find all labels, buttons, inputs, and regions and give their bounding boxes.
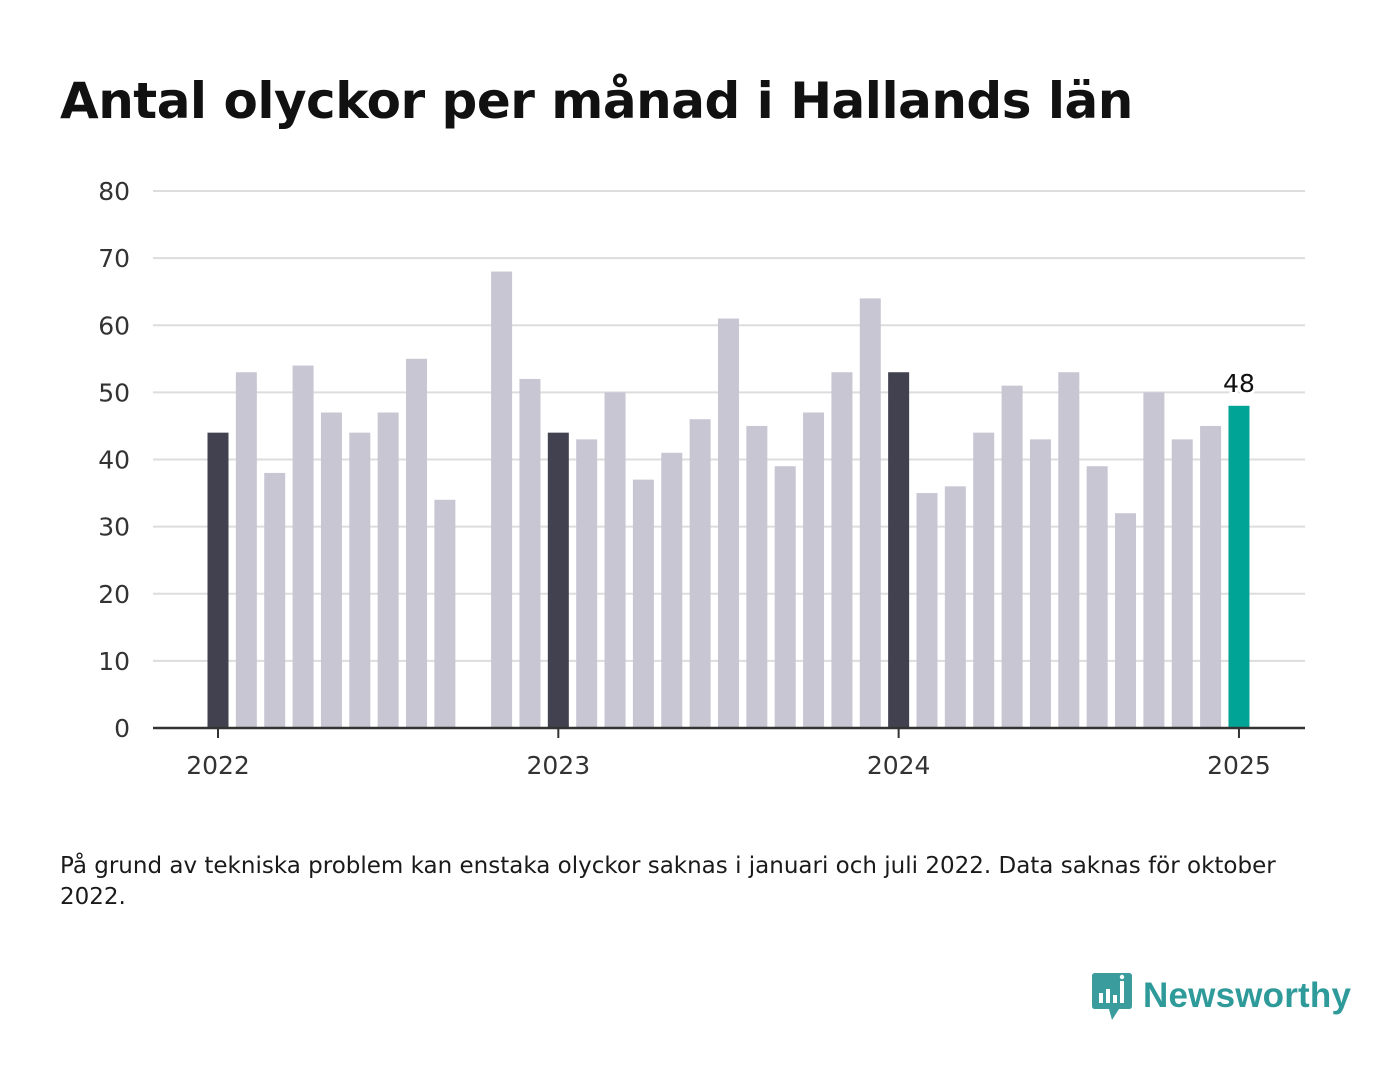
bar-2022-01 xyxy=(207,432,229,728)
y-tick-label: 40 xyxy=(98,446,130,475)
bar-2023-07 xyxy=(717,318,739,728)
bar-2024-04 xyxy=(973,432,995,728)
bar-2023-02 xyxy=(576,439,598,728)
bars xyxy=(207,271,1250,728)
bar-2022-04 xyxy=(292,365,314,728)
bar-2024-12 xyxy=(1200,425,1222,728)
x-tick-label: 2023 xyxy=(527,751,591,780)
bar-2023-04 xyxy=(632,479,654,728)
bar-2024-01 xyxy=(888,372,910,728)
bar-2023-10 xyxy=(803,412,825,728)
newsworthy-logo-icon xyxy=(1092,973,1132,1020)
bar-2023-03 xyxy=(604,392,626,728)
y-tick-label: 80 xyxy=(98,177,130,206)
y-tick-label: 50 xyxy=(98,378,130,407)
footnote: På grund av tekniska problem kan enstaka… xyxy=(60,853,1276,910)
y-tick-label: 60 xyxy=(98,311,130,340)
bar-2023-09 xyxy=(774,466,796,728)
bar-chart: 0 10 20 30 40 50 60 70 80 2022 2023 2024 2025 48 xyxy=(98,177,1305,780)
x-tick-label: 2024 xyxy=(867,751,931,780)
bar-2022-02 xyxy=(235,372,257,728)
y-tick-label: 10 xyxy=(98,647,130,676)
bar-2024-06 xyxy=(1029,439,1051,728)
x-tick-label: 2022 xyxy=(186,751,250,780)
bar-2024-03 xyxy=(944,486,966,728)
y-tick-label: 70 xyxy=(98,244,130,273)
bar-2023-01 xyxy=(547,432,569,728)
bar-2022-07 xyxy=(377,412,399,728)
bar-2023-06 xyxy=(689,419,711,728)
x-axis-ticks: 2022 2023 2024 2025 xyxy=(186,728,1271,780)
bar-2022-08 xyxy=(406,358,428,728)
bar-2022-12 xyxy=(519,378,541,728)
bar-2023-08 xyxy=(746,425,768,728)
bar-2024-07 xyxy=(1058,372,1080,728)
bar-2022-06 xyxy=(349,432,371,728)
bar-2024-10 xyxy=(1143,392,1165,728)
bar-2024-11 xyxy=(1171,439,1193,728)
x-tick-label: 2025 xyxy=(1207,751,1271,780)
y-tick-label: 30 xyxy=(98,513,130,542)
data-label-latest: 48 xyxy=(1223,369,1255,398)
bar-2022-03 xyxy=(264,472,286,728)
bar-2025-01 xyxy=(1228,405,1250,728)
bar-2022-09 xyxy=(434,499,456,728)
bar-2023-05 xyxy=(661,452,683,728)
bar-2023-12 xyxy=(859,298,881,728)
logo-name: Newsworthy xyxy=(1143,976,1352,1015)
bar-2022-11 xyxy=(491,271,513,728)
chart-title: Antal olyckor per månad i Hallands län xyxy=(60,72,1133,130)
bar-2024-05 xyxy=(1001,385,1023,728)
bar-2024-08 xyxy=(1086,466,1108,728)
bar-2022-05 xyxy=(320,412,342,728)
bar-2024-02 xyxy=(916,493,938,728)
newsworthy-logo[interactable]: Newsworthy xyxy=(1091,970,1351,1022)
bar-2024-09 xyxy=(1115,513,1137,728)
bar-2023-11 xyxy=(831,372,853,728)
y-tick-label: 20 xyxy=(98,580,130,609)
data-labels: 48 xyxy=(1220,366,1258,401)
y-tick-label: 0 xyxy=(114,714,130,743)
y-axis-ticks: 0 10 20 30 40 50 60 70 80 xyxy=(98,177,130,743)
